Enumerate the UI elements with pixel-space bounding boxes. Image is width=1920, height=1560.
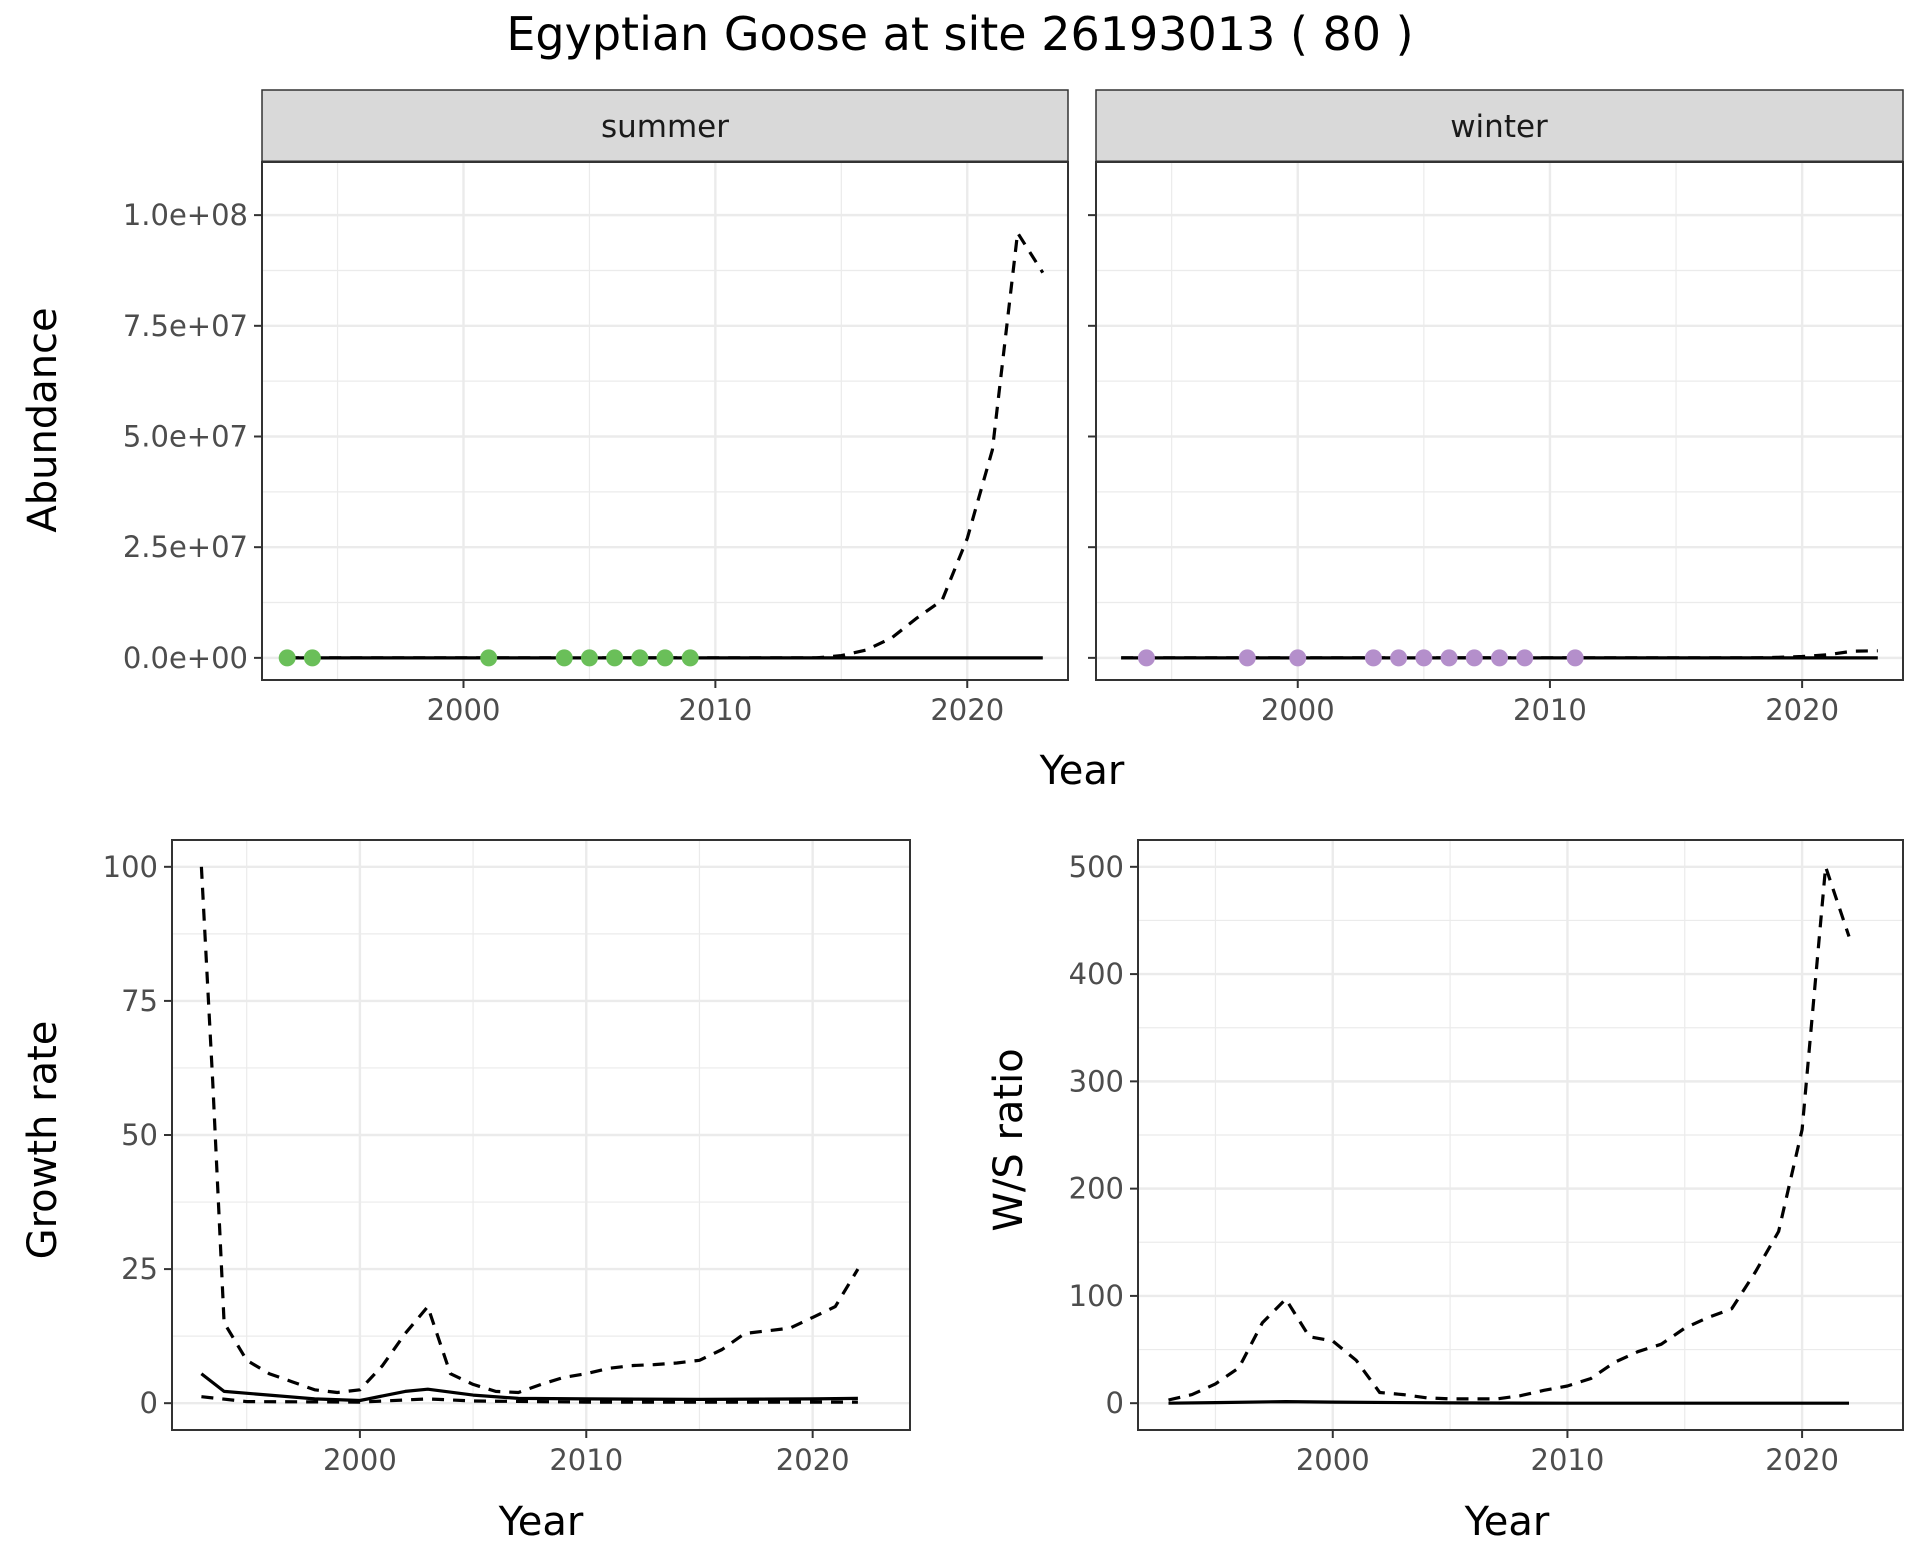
winter-x-tick-label: 2000 xyxy=(1261,693,1335,727)
winter-data-point xyxy=(1289,649,1307,667)
winter-x-tick-label: 2020 xyxy=(1765,693,1839,727)
summer-data-point xyxy=(681,649,699,667)
summer-y-tick-label: 5.0e+07 xyxy=(123,419,248,453)
ratio-series-solid-line xyxy=(1168,1400,1849,1405)
growth-panel: 2000 2010 2020 0 25 50 75 100 xyxy=(103,839,911,1477)
summer-data-point xyxy=(631,649,649,667)
summer-panel-border xyxy=(261,161,1069,681)
winter-data-point xyxy=(1238,649,1256,667)
summer-y-tick-label: 1.0e+08 xyxy=(123,198,248,232)
ratio-series-dashed-line xyxy=(1168,865,1851,1402)
winter-strip xyxy=(1095,89,1904,163)
ratio-y-tick-label: 300 xyxy=(1069,1064,1124,1098)
ratio-y-axis-title: W/S ratio xyxy=(986,1048,1032,1231)
ratio-x-tick-label: 2000 xyxy=(1296,1443,1370,1477)
growth-series-solid-line xyxy=(200,1372,858,1403)
figure-title: Egyptian Goose at site 26193013 ( 80 ) xyxy=(506,7,1413,61)
growth-series-dashed-line xyxy=(199,866,860,1395)
ratio-y-tick-label: 100 xyxy=(1069,1279,1124,1313)
winter-strip-label: winter xyxy=(1450,109,1548,145)
winter-x-tick-label: 2010 xyxy=(1513,693,1587,727)
growth-y-tick-label: 100 xyxy=(103,850,158,884)
summer-strip xyxy=(261,89,1069,163)
winter-data-point xyxy=(1415,649,1433,667)
winter-data-point xyxy=(1390,649,1408,667)
top-y-axis-title: Abundance xyxy=(20,307,66,532)
top-x-axis-title: Year xyxy=(1039,748,1125,794)
ratio-panel: 2000 2010 2020 0 100 200 300 400 500 xyxy=(1069,839,1904,1477)
summer-x-tick-label: 2000 xyxy=(427,693,501,727)
growth-y-tick-label: 75 xyxy=(121,984,158,1018)
ratio-x-tick-label: 2020 xyxy=(1765,1443,1839,1477)
winter-data-point xyxy=(1137,649,1155,667)
winter-plot-background xyxy=(1096,162,1903,680)
summer-plot-background xyxy=(262,162,1068,680)
growth-y-tick-label: 0 xyxy=(140,1386,158,1420)
ratio-x-axis-title: Year xyxy=(1464,1499,1550,1545)
summer-x-tick-label: 2020 xyxy=(930,693,1004,727)
winter-data-point xyxy=(1516,649,1534,667)
ratio-x-tick-label: 2010 xyxy=(1531,1443,1605,1477)
summer-panel: summer 2000 2010 2020 0.0e+00 2.5e+07 5.0e+07… xyxy=(123,89,1069,727)
summer-y-tick-label: 7.5e+07 xyxy=(123,309,248,343)
summer-data-point xyxy=(303,649,321,667)
summer-data-point xyxy=(278,649,296,667)
summer-x-tick-label: 2010 xyxy=(678,693,752,727)
growth-y-tick-label: 50 xyxy=(121,1118,158,1152)
winter-data-point xyxy=(1566,649,1584,667)
ratio-y-tick-label: 400 xyxy=(1069,957,1124,991)
growth-x-tick-label: 2000 xyxy=(323,1443,397,1477)
ratio-y-tick-label: 500 xyxy=(1069,850,1124,884)
ratio-y-tick-label: 0 xyxy=(1106,1386,1124,1420)
winter-data-point xyxy=(1465,649,1483,667)
growth-x-tick-label: 2020 xyxy=(776,1443,850,1477)
growth-x-tick-label: 2010 xyxy=(549,1443,623,1477)
summer-data-point xyxy=(555,649,573,667)
growth-x-axis-title: Year xyxy=(498,1499,584,1545)
winter-data-point xyxy=(1491,649,1508,667)
summer-data-point xyxy=(580,649,598,667)
ratio-y-tick-label: 200 xyxy=(1069,1172,1124,1206)
summer-y-tick-label: 2.5e+07 xyxy=(123,530,248,564)
growth-y-axis-title: Growth rate xyxy=(20,1021,66,1260)
ratio-panel-border xyxy=(1137,839,1904,1431)
growth-y-tick-label: 25 xyxy=(121,1252,158,1286)
summer-data-point xyxy=(606,649,624,667)
winter-data-point xyxy=(1440,649,1458,667)
winter-panel: winter 2000 2010 2020 xyxy=(1088,89,1904,727)
summer-strip-label: summer xyxy=(601,109,729,145)
winter-data-point xyxy=(1364,649,1382,667)
growth-series-dashed-line xyxy=(201,1395,858,1404)
summer-data-point xyxy=(480,649,498,667)
summer-data-point xyxy=(656,649,674,667)
summer-y-tick-label: 0.0e+00 xyxy=(123,641,248,675)
winter-panel-border xyxy=(1095,161,1904,681)
